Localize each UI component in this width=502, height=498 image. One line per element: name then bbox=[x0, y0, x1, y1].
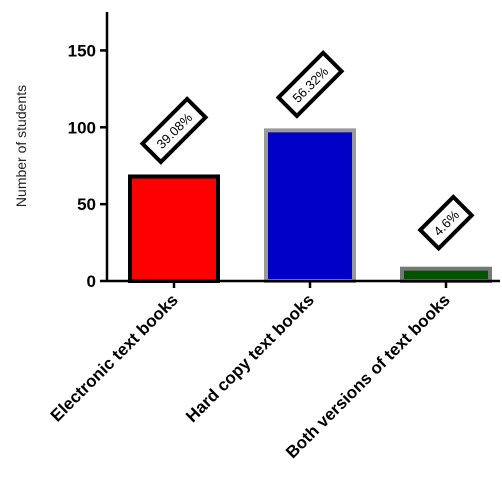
y-ticks-group: 0 50 100 150 bbox=[68, 41, 107, 291]
data-label-box-1 bbox=[275, 49, 345, 119]
x-tick-label-2: Both versions of text books bbox=[282, 290, 454, 462]
x-tick-label-1: Hard copy text books bbox=[182, 290, 318, 426]
y-tick-label-0: 0 bbox=[87, 272, 96, 291]
data-label-0: 39.08% bbox=[139, 96, 209, 165]
bars-group bbox=[128, 128, 492, 283]
bar-1 bbox=[264, 128, 356, 283]
y-tick-label-3: 150 bbox=[68, 41, 96, 60]
y-axis-label: Number of students bbox=[13, 85, 29, 207]
data-label-box-2 bbox=[417, 194, 475, 252]
bar-0 bbox=[128, 174, 220, 283]
data-label-box-0 bbox=[139, 96, 209, 165]
x-ticks-group: Electronic text books Hard copy text book… bbox=[47, 281, 454, 462]
axes-group bbox=[105, 12, 500, 283]
y-tick-label-1: 50 bbox=[77, 195, 96, 214]
y-tick-label-2: 100 bbox=[68, 118, 96, 137]
data-label-2: 4.6% bbox=[417, 194, 475, 252]
x-tick-label-0: Electronic text books bbox=[47, 290, 182, 425]
data-label-1: 56.32% bbox=[275, 49, 345, 119]
bar-2 bbox=[400, 266, 492, 283]
